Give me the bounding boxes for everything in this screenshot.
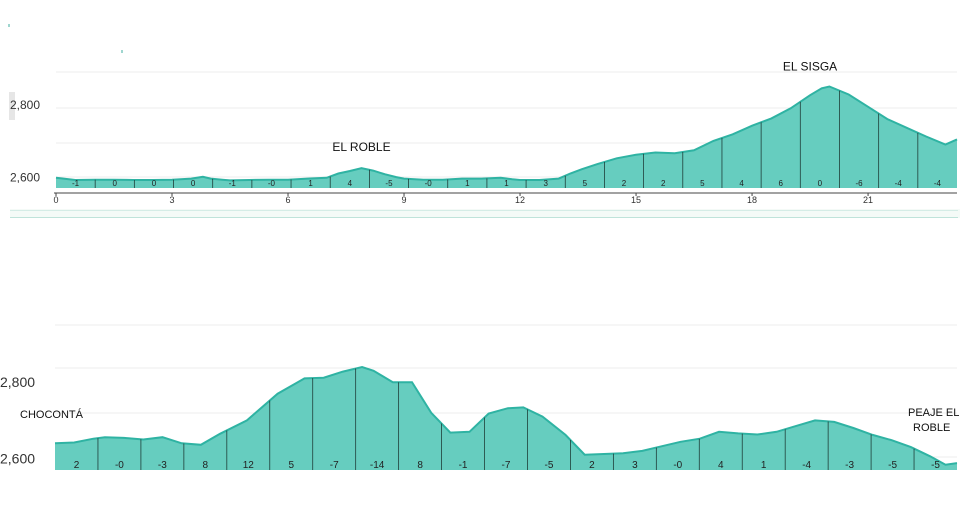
segment-grade: 1 <box>465 179 470 188</box>
place-annotations: CHOCONTÁ PEAJE EL ROBLE <box>20 407 959 434</box>
segment-grade: -0 <box>268 179 276 188</box>
image-artifact <box>8 24 10 27</box>
segment-grade: -5 <box>544 460 553 471</box>
elevation-area <box>54 365 958 470</box>
segment-grade: -7 <box>502 460 511 471</box>
segment-grade: -4 <box>895 179 903 188</box>
segment-grade: 12 <box>243 460 255 471</box>
x-axis: 0 3 6 9 12 15 18 21 <box>53 192 957 205</box>
image-artifact <box>121 50 123 53</box>
segment-grade: 4 <box>718 460 724 471</box>
y-axis-ticks: 2,600 2,800 <box>10 98 40 185</box>
segment-grade: -1 <box>459 460 468 471</box>
x-tick-label: 15 <box>631 195 641 205</box>
segment-grade: 4 <box>348 179 353 188</box>
elevation-line <box>54 365 958 466</box>
segment-grade: 1 <box>308 179 313 188</box>
segment-grade: 3 <box>632 460 638 471</box>
segment-dividers <box>94 90 919 188</box>
segment-grade: 2 <box>622 179 627 188</box>
segment-grade: 2 <box>661 179 666 188</box>
top-elevation-chart: -1 0 0 0 -1 -0 1 4 -5 -0 1 1 3 5 2 2 5 4 6 0 -6 -4 -4 2,600 2,8… <box>10 60 958 205</box>
segment-grade: 3 <box>543 179 548 188</box>
segment-grade-labels: 2 -0 -3 8 12 5 -7 -14 8 -1 -7 -5 2 3 -0 4 1 -4 -3 -5 -5 <box>74 460 941 471</box>
segment-grade: 5 <box>288 460 294 471</box>
x-tick-label: 9 <box>402 195 407 205</box>
segment-grade: -7 <box>330 460 339 471</box>
segment-grade: -4 <box>934 179 942 188</box>
segment-grade: 8 <box>417 460 423 471</box>
annotation-label: PEAJE EL <box>908 407 959 419</box>
x-tick-label: 12 <box>515 195 525 205</box>
segment-grade: 0 <box>191 179 196 188</box>
segment-dividers <box>97 368 915 470</box>
segment-grade: -3 <box>158 460 167 471</box>
segment-grade: -1 <box>229 179 237 188</box>
y-axis-ticks: 2,600 2,800 <box>0 374 35 466</box>
segment-grade: -0 <box>115 460 124 471</box>
x-tick-label: 18 <box>747 195 757 205</box>
segment-grade: 0 <box>818 179 823 188</box>
segment-grade: 4 <box>739 179 744 188</box>
segment-grade: -14 <box>370 460 385 471</box>
elevation-fill <box>56 86 957 188</box>
y-tick-label: 2,600 <box>0 450 35 466</box>
x-tick-label: 21 <box>863 195 873 205</box>
segment-grade: -5 <box>385 179 393 188</box>
elevation-area <box>55 85 958 188</box>
x-tick-label: 6 <box>286 195 291 205</box>
segment-grade: 1 <box>761 460 767 471</box>
y-tick-label: 2,800 <box>10 98 40 112</box>
segment-grade: 1 <box>504 179 509 188</box>
segment-grade: -5 <box>931 460 940 471</box>
segment-grade: -4 <box>802 460 811 471</box>
image-artifact <box>9 92 15 120</box>
x-tick-label: 0 <box>53 195 58 205</box>
annotation-label: EL ROBLE <box>332 140 390 154</box>
annotation-label: EL SISGA <box>783 60 837 74</box>
elevation-fill <box>55 367 957 470</box>
segment-grade: 8 <box>203 460 209 471</box>
segment-grade-labels: -1 0 0 0 -1 -0 1 4 -5 -0 1 1 3 5 2 2 5 4 6 0 -6 -4 -4 <box>72 179 941 188</box>
segment-grade: -0 <box>425 179 433 188</box>
x-tick-label: 3 <box>170 195 175 205</box>
y-tick-label: 2,600 <box>10 170 40 184</box>
segment-grade: 2 <box>589 460 595 471</box>
peak-annotations: EL ROBLE EL SISGA <box>332 60 837 155</box>
segment-grade: 2 <box>74 460 80 471</box>
segment-grade: 0 <box>113 179 118 188</box>
segment-grade: -3 <box>845 460 854 471</box>
segment-grade: 5 <box>700 179 705 188</box>
segment-grade: -6 <box>856 179 864 188</box>
annotation-label: ROBLE <box>913 422 950 434</box>
segment-grade: -1 <box>72 179 80 188</box>
segment-grade: -5 <box>888 460 897 471</box>
segment-grade: -0 <box>673 460 682 471</box>
annotation-label: CHOCONTÁ <box>20 408 84 421</box>
segment-grade: 6 <box>778 179 783 188</box>
segment-grade: 0 <box>152 179 157 188</box>
y-tick-label: 2,800 <box>0 374 35 390</box>
map-strip <box>10 209 960 218</box>
segment-grade: 5 <box>583 179 588 188</box>
bottom-elevation-chart: 2 -0 -3 8 12 5 -7 -14 8 -1 -7 -5 2 3 -0 4 1 -4 -3 -5 -5 2,60… <box>0 324 959 471</box>
